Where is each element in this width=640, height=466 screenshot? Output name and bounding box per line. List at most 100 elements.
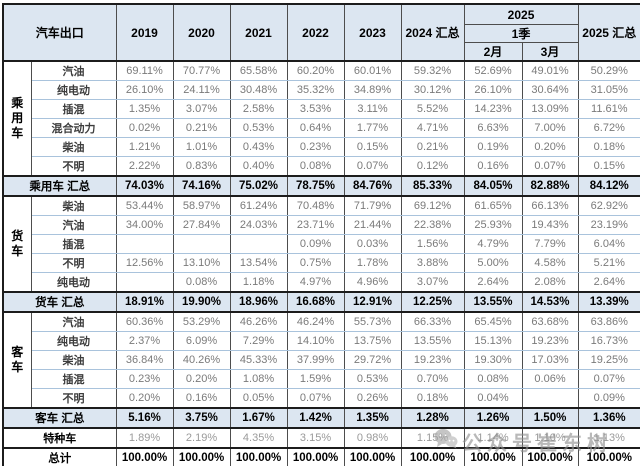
- data-cell: 0.20%: [172, 369, 231, 389]
- data-cell: 1.35%: [115, 99, 174, 119]
- data-cell: 61.65%: [463, 195, 523, 216]
- data-cell: 70.77%: [172, 60, 231, 81]
- total-row-cell: 100.00%: [343, 447, 402, 466]
- fuel-type-label: 插混: [30, 369, 117, 389]
- data-cell: 21.44%: [343, 215, 402, 235]
- data-cell: 60.36%: [115, 311, 174, 332]
- data-cell: 3.07%: [172, 99, 231, 119]
- data-cell: 19.23%: [521, 331, 579, 351]
- data-cell: 0.18%: [400, 388, 465, 409]
- data-cell: 0.21%: [172, 118, 231, 138]
- data-cell: 0.07%: [521, 156, 579, 177]
- data-cell: 0.70%: [400, 369, 465, 389]
- data-cell: 23.71%: [286, 215, 345, 235]
- fuel-type-label: 柴油: [30, 195, 117, 216]
- data-cell: 0.05%: [229, 388, 288, 409]
- special-row-cell: 1.10%: [521, 427, 579, 449]
- data-cell: 0.16%: [463, 156, 523, 177]
- data-cell: 30.48%: [229, 80, 288, 100]
- table-row: 乘用车 汽油 69.11% 70.77% 65.58% 60.20% 60.01% 59.32…: [2, 60, 640, 177]
- fuel-type-label: 汽油: [30, 215, 117, 235]
- data-cell: 46.24%: [286, 311, 345, 332]
- data-cell: 4.79%: [463, 234, 523, 254]
- fuel-type-label: 纯电动: [30, 331, 117, 351]
- header-2025-total: 2025 汇总: [577, 3, 640, 62]
- data-cell: 0.12%: [400, 156, 465, 177]
- summary-cell: 18.91%: [115, 291, 174, 313]
- data-cell: 1.01%: [172, 137, 231, 157]
- data-cell: 7.79%: [521, 234, 579, 254]
- table-row: 纯电动 2.37% 6.09% 7.29% 14.10% 13.75% 13.55% 15.1…: [3, 331, 640, 351]
- data-cell: 69.12%: [400, 195, 465, 216]
- data-cell: 46.26%: [229, 311, 288, 332]
- summary-cell: 3.75%: [172, 407, 231, 429]
- header-row-1: 汽车出口 2019 2020 2021 2022 2023 2024 汇总 20…: [2, 3, 640, 62]
- total-row: 总计 100.00% 100.00% 100.00% 100.00% 100.00% 100…: [2, 447, 640, 466]
- data-cell: 61.24%: [229, 195, 288, 216]
- data-cell: 1.77%: [343, 118, 402, 138]
- data-cell: 13.55%: [400, 331, 465, 351]
- data-cell: 3.88%: [400, 253, 465, 273]
- total-row-cell: 100.00%: [229, 447, 288, 466]
- data-cell: 34.89%: [343, 80, 402, 100]
- data-cell: 13.10%: [172, 253, 231, 273]
- data-cell: 0.75%: [286, 253, 345, 273]
- data-cell: 24.11%: [172, 80, 231, 100]
- data-cell: 37.99%: [286, 350, 345, 370]
- header-row-3: 2月 3月: [3, 42, 640, 62]
- data-cell: 5.21%: [577, 253, 640, 273]
- data-cell: 65.58%: [229, 60, 288, 81]
- data-cell: 4.58%: [521, 253, 579, 273]
- data-cell: 0.43%: [229, 137, 288, 157]
- data-cell: 5.52%: [400, 99, 465, 119]
- summary-cell: 1.28%: [400, 407, 465, 429]
- data-cell: 36.84%: [115, 350, 174, 370]
- data-cell: 0.06%: [521, 369, 579, 389]
- data-cell: 62.92%: [577, 195, 640, 216]
- data-cell: 0.07%: [286, 388, 345, 409]
- header-month-feb: 2月: [463, 42, 523, 62]
- fuel-type-label: 纯电动: [30, 272, 117, 293]
- table-row: 客车 汽油 60.36% 53.29% 46.26% 46.24% 55.73% 66.33%…: [2, 311, 640, 409]
- data-cell: 0.18%: [577, 137, 640, 157]
- data-cell: 0.07%: [577, 369, 640, 389]
- fuel-type-label: 不明: [30, 388, 117, 409]
- summary-cell: 19.90%: [172, 291, 231, 313]
- header-2025: 2025: [463, 3, 579, 25]
- data-cell: [115, 234, 174, 254]
- data-cell: 4.71%: [400, 118, 465, 138]
- special-row-cell: 1.13%: [577, 427, 640, 449]
- summary-label: 客车 汇总: [2, 407, 117, 429]
- data-cell: 4.97%: [286, 272, 345, 293]
- fuel-type-label: 汽油: [30, 60, 117, 81]
- summary-cell: 13.39%: [577, 291, 640, 313]
- data-cell: 2.37%: [115, 331, 174, 351]
- data-cell: 7.29%: [229, 331, 288, 351]
- data-cell: 0.21%: [400, 137, 465, 157]
- header-year-2020: 2020: [172, 3, 231, 62]
- data-cell: 50.29%: [577, 60, 640, 81]
- data-cell: 55.73%: [343, 311, 402, 332]
- data-cell: 1.18%: [229, 272, 288, 293]
- table-row: 不明 0.20% 0.16% 0.05% 0.07% 0.26% 0.18% 0.04% 0.0…: [3, 388, 640, 409]
- header-2024-total: 2024 汇总: [400, 3, 465, 62]
- fuel-type-label: 混合动力: [30, 118, 117, 138]
- summary-cell: 85.33%: [400, 175, 465, 197]
- data-cell: 23.19%: [577, 215, 640, 235]
- summary-row: 客车 汇总 5.16% 3.75% 1.67% 1.42% 1.35% 1.28% 1.26%…: [2, 407, 640, 429]
- group-label: 货车: [2, 195, 32, 293]
- data-cell: 3.11%: [343, 99, 402, 119]
- table-row: 纯电动 0.08% 1.18% 4.97% 4.96% 3.07% 2.64% 2.08% 2.…: [3, 272, 640, 293]
- data-cell: 14.10%: [286, 331, 345, 351]
- data-cell: 0.53%: [343, 369, 402, 389]
- header-year-2023: 2023: [343, 3, 402, 62]
- data-cell: 22.38%: [400, 215, 465, 235]
- total-row-cell: 100.00%: [400, 447, 465, 466]
- data-cell: 35.32%: [286, 80, 345, 100]
- header-q1: 1季: [463, 24, 579, 43]
- summary-cell: 1.35%: [343, 407, 402, 429]
- header-year-2021: 2021: [229, 3, 288, 62]
- header-year-2022: 2022: [286, 3, 345, 62]
- data-cell: 19.30%: [463, 350, 523, 370]
- data-cell: 0.02%: [115, 118, 174, 138]
